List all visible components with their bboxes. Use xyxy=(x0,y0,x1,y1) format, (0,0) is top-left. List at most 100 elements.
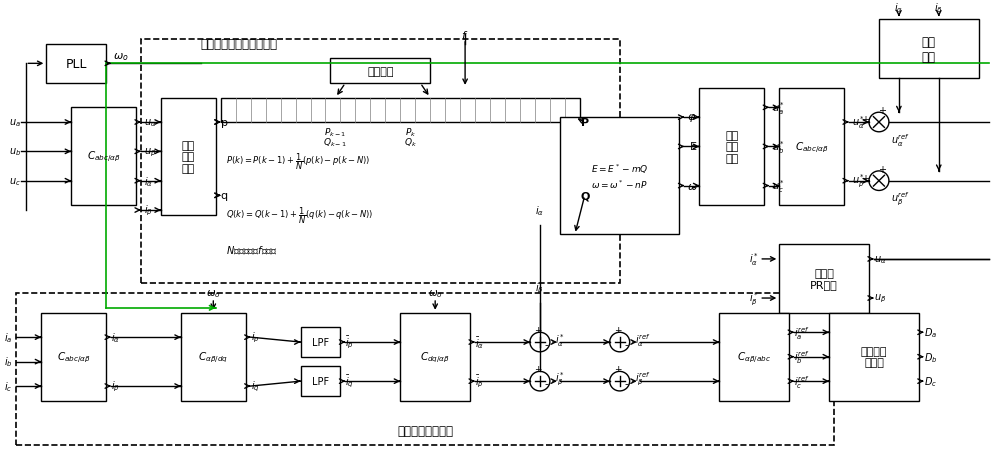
Text: -: - xyxy=(545,378,549,388)
Text: PLL: PLL xyxy=(65,58,87,71)
Bar xyxy=(699,88,764,206)
Text: $\omega$: $\omega$ xyxy=(687,181,698,191)
Text: 准谐振
PR控制: 准谐振 PR控制 xyxy=(810,268,838,290)
Text: $i_\alpha$: $i_\alpha$ xyxy=(111,331,120,344)
Text: $u_\alpha^*$: $u_\alpha^*$ xyxy=(852,115,865,131)
Text: $i_b^{ref}$: $i_b^{ref}$ xyxy=(794,349,810,365)
Text: $Q(k)=Q(k-1)+\dfrac{1}{N}(q(k)-q(k-N))$: $Q(k)=Q(k-1)+\dfrac{1}{N}(q(k)-q(k-N))$ xyxy=(226,205,373,226)
Bar xyxy=(560,118,679,235)
Text: $u_a^*$: $u_a^*$ xyxy=(772,100,785,116)
Text: $u_a$: $u_a$ xyxy=(9,117,21,129)
Text: Q: Q xyxy=(580,191,589,201)
Text: $N$与输入频率$f$成正比: $N$与输入频率$f$成正比 xyxy=(226,244,278,256)
Text: $u_b^*$: $u_b^*$ xyxy=(772,139,785,156)
Text: $i_b$: $i_b$ xyxy=(4,355,13,368)
Text: $u_\beta$: $u_\beta$ xyxy=(144,146,156,158)
Text: -: - xyxy=(625,339,629,349)
Bar xyxy=(779,88,844,206)
Text: 三相
电压
合成: 三相 电压 合成 xyxy=(725,131,738,164)
Text: $P_{k-1}$: $P_{k-1}$ xyxy=(324,126,347,139)
Text: $\bar{i}_\alpha$: $\bar{i}_\alpha$ xyxy=(475,334,484,350)
Text: LPF: LPF xyxy=(312,376,329,387)
Text: $i_\beta$: $i_\beta$ xyxy=(535,281,544,296)
Bar xyxy=(330,60,430,84)
Text: $P(k)=P(k-1)+\dfrac{1}{N}(p(k)-p(k-N))$: $P(k)=P(k-1)+\dfrac{1}{N}(p(k)-p(k-N))$ xyxy=(226,152,370,172)
Text: $D_b$: $D_b$ xyxy=(924,350,937,364)
Text: $C_{abc/\alpha\beta}$: $C_{abc/\alpha\beta}$ xyxy=(57,350,91,364)
Bar xyxy=(41,313,106,401)
Text: $u_b$: $u_b$ xyxy=(9,146,22,158)
Text: +: + xyxy=(861,115,869,125)
Bar xyxy=(71,108,136,206)
Text: +: + xyxy=(614,325,621,334)
Text: $\varphi$: $\varphi$ xyxy=(687,112,697,124)
Text: $C_{\alpha\beta/dq}$: $C_{\alpha\beta/dq}$ xyxy=(198,350,228,364)
Text: $i_a$: $i_a$ xyxy=(4,331,13,344)
Text: 虚拟
阻抗: 虚拟 阻抗 xyxy=(922,36,936,64)
Text: E: E xyxy=(689,142,696,152)
Text: $f$: $f$ xyxy=(461,29,469,41)
Bar xyxy=(161,98,216,216)
Text: +: + xyxy=(534,364,542,373)
Text: +: + xyxy=(614,364,621,373)
Bar xyxy=(181,313,246,401)
Text: $D_a$: $D_a$ xyxy=(924,326,937,340)
Text: p: p xyxy=(221,118,228,128)
Text: 电流无差
拍控制: 电流无差 拍控制 xyxy=(861,346,887,368)
Text: $u_c^*$: $u_c^*$ xyxy=(772,178,785,194)
Bar xyxy=(221,98,580,123)
Bar xyxy=(301,367,340,396)
Text: $\bar{i}_q$: $\bar{i}_q$ xyxy=(345,373,354,390)
Text: $i_\beta^*$: $i_\beta^*$ xyxy=(749,290,759,307)
Text: $\omega_o$: $\omega_o$ xyxy=(428,288,443,299)
Text: $i_\beta$: $i_\beta$ xyxy=(144,203,153,218)
Bar xyxy=(301,327,340,357)
Text: -: - xyxy=(625,378,629,388)
Bar xyxy=(879,20,979,79)
Text: $i_\alpha^*$: $i_\alpha^*$ xyxy=(555,331,565,348)
Text: $P_k$: $P_k$ xyxy=(405,126,416,139)
Text: $\omega_o$: $\omega_o$ xyxy=(206,288,221,299)
Text: 滑窗指针: 滑窗指针 xyxy=(367,66,394,77)
Text: $i_\alpha$: $i_\alpha$ xyxy=(144,175,153,188)
Text: $\omega_o$: $\omega_o$ xyxy=(113,51,129,63)
Bar xyxy=(829,313,919,401)
Text: $i_\beta$: $i_\beta$ xyxy=(934,1,943,16)
Text: $i_\beta$: $i_\beta$ xyxy=(111,379,120,393)
Text: q: q xyxy=(221,191,228,201)
Text: $i_\alpha$: $i_\alpha$ xyxy=(894,2,903,15)
Text: +: + xyxy=(534,325,542,334)
Text: $C_{\alpha\beta/abc}$: $C_{\alpha\beta/abc}$ xyxy=(737,350,771,364)
Text: $Q_k$: $Q_k$ xyxy=(404,136,417,148)
Text: $i_\beta^*$: $i_\beta^*$ xyxy=(555,370,565,387)
Text: $E=E^*-mQ$
$\omega=\omega^*-nP$: $E=E^*-mQ$ $\omega=\omega^*-nP$ xyxy=(591,162,648,190)
Text: $\bar{i}_\beta$: $\bar{i}_\beta$ xyxy=(475,373,484,390)
Text: 变窗口滑动平均功率计算: 变窗口滑动平均功率计算 xyxy=(201,38,278,51)
Text: $u_\alpha$: $u_\alpha$ xyxy=(874,253,886,265)
Text: LPF: LPF xyxy=(312,337,329,347)
Text: $C_{abc/\alpha\beta}$: $C_{abc/\alpha\beta}$ xyxy=(87,150,121,164)
Text: $i_\alpha^*$: $i_\alpha^*$ xyxy=(749,251,759,268)
Bar xyxy=(779,245,869,313)
Text: $u_\beta^{ref}$: $u_\beta^{ref}$ xyxy=(891,190,910,207)
Text: $u_\beta$: $u_\beta$ xyxy=(874,292,886,304)
Text: $i_c^{ref}$: $i_c^{ref}$ xyxy=(794,373,810,390)
Text: $u_\alpha^{ref}$: $u_\alpha^{ref}$ xyxy=(891,132,910,149)
Text: $i_c$: $i_c$ xyxy=(4,379,13,393)
Text: $i_a^{ref}$: $i_a^{ref}$ xyxy=(794,324,810,341)
Text: $i_q$: $i_q$ xyxy=(251,379,259,393)
Text: $C_{dq/\alpha\beta}$: $C_{dq/\alpha\beta}$ xyxy=(420,350,450,364)
Text: -: - xyxy=(545,339,549,349)
Text: $u_\alpha$: $u_\alpha$ xyxy=(144,117,157,129)
Text: $i_\alpha^{ref}$: $i_\alpha^{ref}$ xyxy=(635,331,650,348)
Text: +: + xyxy=(878,106,886,116)
Text: $D_c$: $D_c$ xyxy=(924,374,937,388)
Text: 瞬时
功率
计算: 瞬时 功率 计算 xyxy=(182,140,195,174)
Text: $\bar{i}_p$: $\bar{i}_p$ xyxy=(345,334,354,350)
Text: $i_\alpha$: $i_\alpha$ xyxy=(535,204,544,217)
Bar xyxy=(141,40,620,284)
Text: 谐波环流抑制部分: 谐波环流抑制部分 xyxy=(397,423,453,437)
Bar xyxy=(16,294,834,445)
Text: $C_{abc/\alpha\beta}$: $C_{abc/\alpha\beta}$ xyxy=(795,140,829,154)
Text: +: + xyxy=(878,165,886,175)
